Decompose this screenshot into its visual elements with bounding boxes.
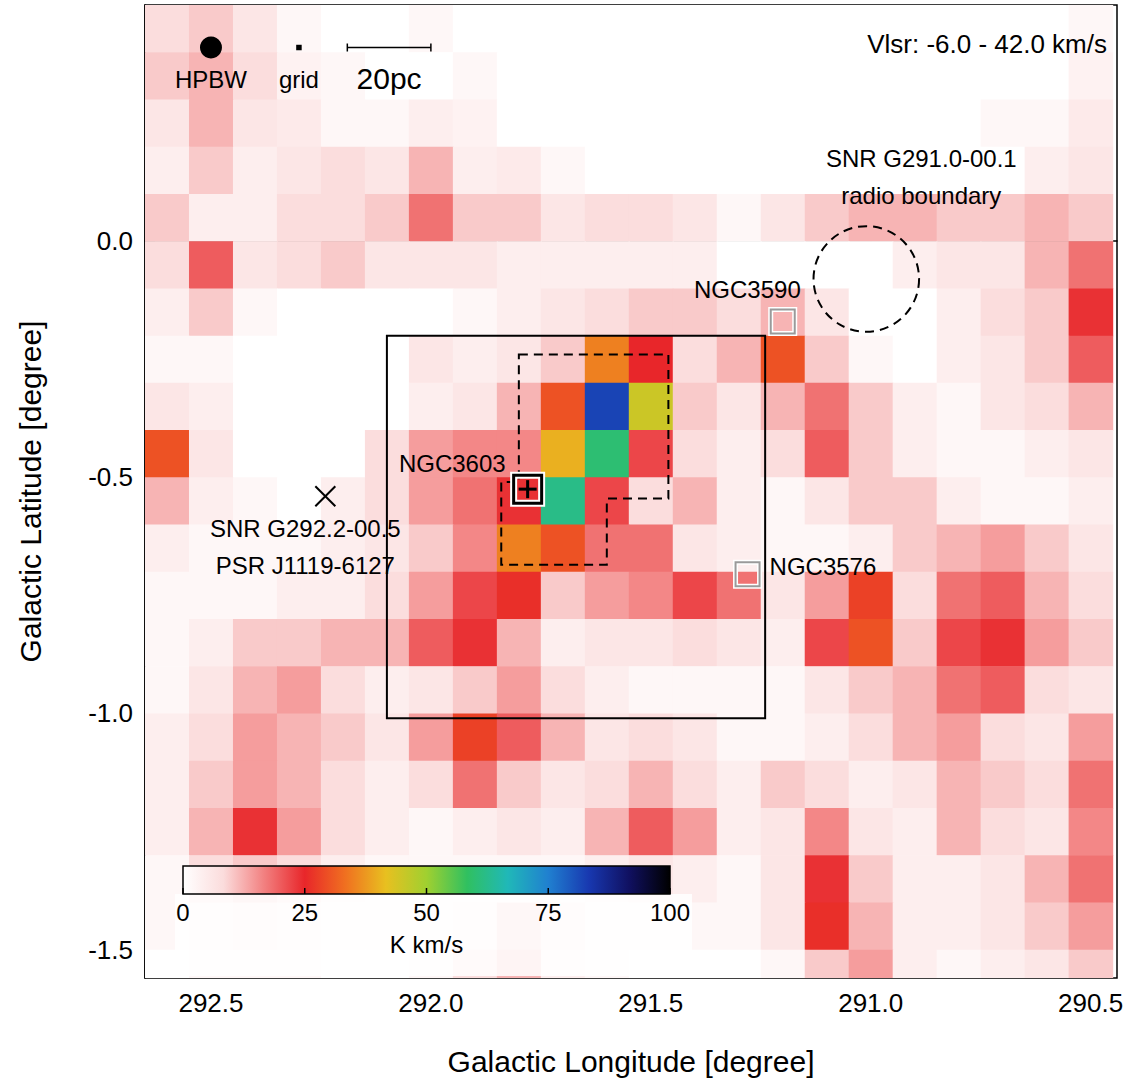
svg-text:NGC3576: NGC3576 — [770, 553, 877, 580]
svg-text:20pc: 20pc — [357, 62, 422, 95]
svg-text:NGC3603: NGC3603 — [399, 450, 506, 477]
svg-text:292.0: 292.0 — [398, 988, 463, 1018]
svg-text:PSR J1119-6127: PSR J1119-6127 — [216, 552, 395, 579]
svg-text:-1.0: -1.0 — [88, 698, 133, 728]
svg-text:Galactic Latitude [degree]: Galactic Latitude [degree] — [14, 321, 47, 663]
svg-text:25: 25 — [291, 899, 318, 926]
svg-text:HPBW: HPBW — [175, 66, 247, 93]
svg-text:292.5: 292.5 — [178, 988, 243, 1018]
svg-text:grid: grid — [279, 66, 319, 93]
svg-text:75: 75 — [535, 899, 562, 926]
svg-text:SNR G292.2-00.5: SNR G292.2-00.5 — [210, 515, 401, 542]
svg-text:Galactic Longitude [degree]: Galactic Longitude [degree] — [448, 1045, 815, 1078]
svg-text:SNR G291.0-00.1: SNR G291.0-00.1 — [826, 145, 1017, 172]
svg-text:-0.5: -0.5 — [88, 462, 133, 492]
svg-text:100: 100 — [650, 899, 690, 926]
svg-text:50: 50 — [413, 899, 440, 926]
svg-text:NGC3590: NGC3590 — [694, 276, 801, 303]
svg-text:K km/s: K km/s — [390, 931, 463, 958]
svg-text:radio boundary: radio boundary — [841, 182, 1001, 209]
svg-text:0: 0 — [176, 899, 189, 926]
svg-text:291.0: 291.0 — [838, 988, 903, 1018]
svg-text:290.5: 290.5 — [1058, 988, 1123, 1018]
svg-text:-1.5: -1.5 — [88, 935, 133, 965]
svg-text:291.5: 291.5 — [618, 988, 683, 1018]
svg-text:0.0: 0.0 — [97, 226, 133, 256]
svg-text:Vlsr: -6.0 - 42.0 km/s: Vlsr: -6.0 - 42.0 km/s — [867, 29, 1107, 59]
